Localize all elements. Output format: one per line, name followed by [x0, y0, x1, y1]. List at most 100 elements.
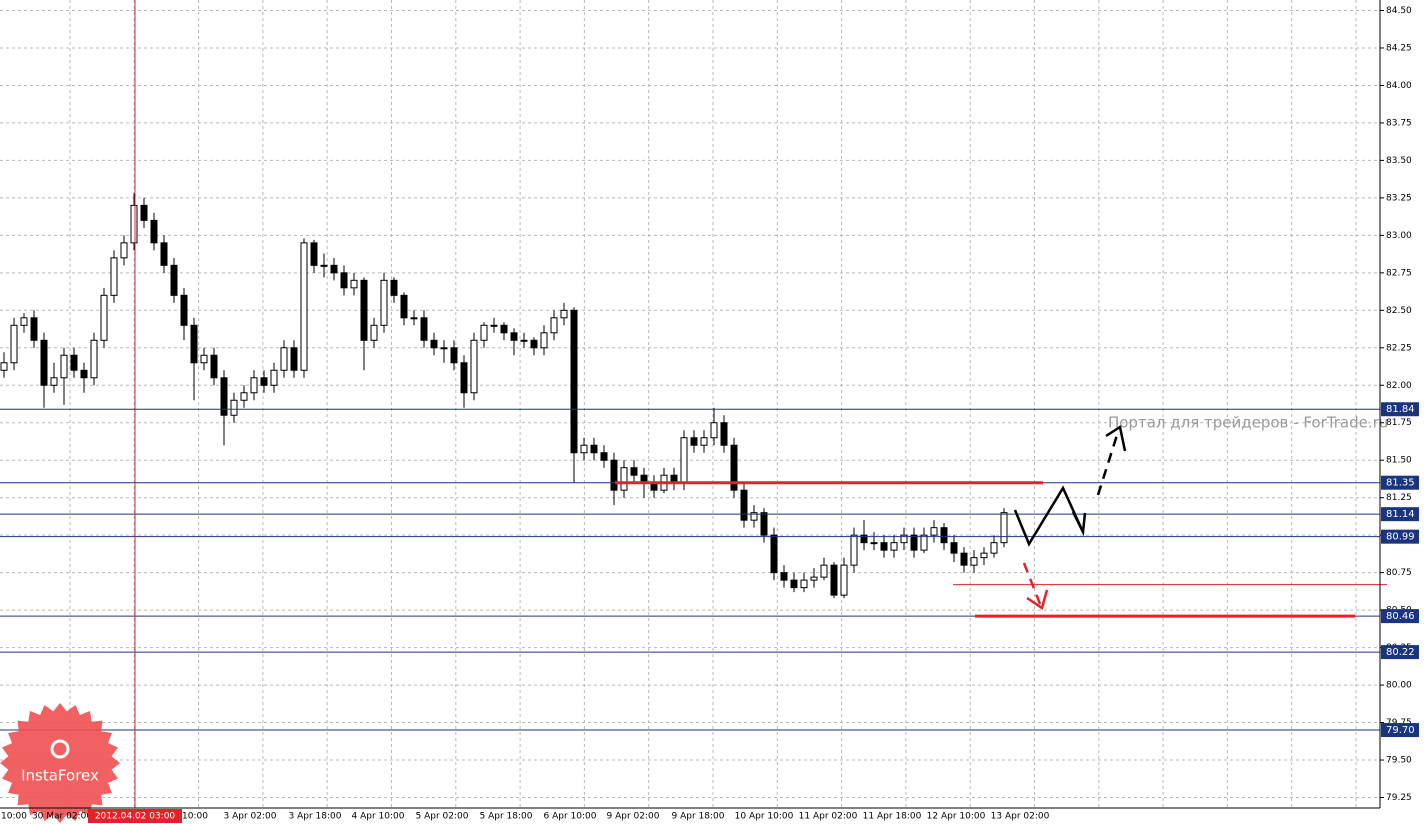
x-tick-label: 5 Apr 18:00 [480, 812, 533, 822]
candle-body [770, 534, 778, 574]
level-label: 81.35 [1386, 478, 1415, 489]
y-tick-label: 79.25 [1386, 793, 1412, 803]
candle-body [890, 542, 898, 551]
candle-body [710, 422, 718, 439]
candle-body [690, 437, 698, 446]
x-tick-label: 11 Apr 18:00 [863, 812, 922, 822]
x-cursor-box [88, 809, 182, 823]
candle-body [0, 362, 8, 371]
x-tick-label: 3 Apr 02:00 [224, 812, 277, 822]
candle-body [370, 324, 378, 341]
candle-body [930, 527, 938, 536]
logo-icon [50, 739, 70, 759]
candle-body [550, 317, 558, 334]
x-tick-label: 5 Apr 02:00 [416, 812, 469, 822]
candle-body [110, 257, 118, 296]
logo-text: InstaForex [21, 767, 99, 785]
y-tick-label: 83.75 [1386, 118, 1412, 128]
level-label: 80.99 [1386, 532, 1415, 543]
candle-body [40, 339, 48, 386]
level-label: 80.22 [1386, 647, 1415, 658]
candle-body [150, 219, 158, 244]
candle-body [10, 324, 18, 364]
y-tick-label: 80.75 [1386, 568, 1412, 578]
candle-body [740, 489, 748, 521]
x-tick-label: 30 Mar 02:00 [32, 812, 92, 822]
candle-body [340, 272, 348, 289]
plot [0, 193, 1387, 731]
x-tick-label: 10 Apr 10:00 [735, 812, 794, 822]
y-tick-label: 83.00 [1386, 231, 1412, 241]
candle-body [510, 332, 518, 341]
y-tick-label: 82.25 [1386, 343, 1412, 353]
x-tick-label: 10:00 [1, 812, 27, 822]
candle-body [590, 444, 598, 454]
candle-body [70, 354, 78, 371]
candle-body [800, 579, 808, 589]
candle-body [760, 512, 768, 536]
candle-body [170, 264, 178, 296]
candle-body [410, 317, 418, 320]
forecast-arrow [1096, 431, 1120, 496]
candle-body [80, 369, 88, 379]
forecast-path [1071, 511, 1087, 537]
candle-body [490, 324, 498, 327]
y-tick-label: 79.50 [1386, 756, 1412, 766]
candle-body [900, 534, 908, 544]
candle-body [520, 339, 528, 342]
y-tick-label: 82.75 [1386, 268, 1412, 278]
candle-body [430, 339, 438, 349]
candle-body [820, 564, 828, 578]
candle-body [630, 467, 638, 476]
candle-body [910, 534, 918, 551]
candle-body [200, 354, 208, 364]
candle-body [880, 542, 888, 551]
forecast-arrowhead [1105, 424, 1127, 452]
candle-body [680, 437, 688, 484]
candle-body [270, 369, 278, 386]
candle-body [830, 564, 838, 596]
candle-body [600, 452, 608, 461]
candle-body [60, 354, 68, 379]
candle-body [470, 339, 478, 394]
level-label: 81.14 [1386, 509, 1415, 520]
candle-body [230, 399, 238, 416]
forecast-arrow-red [1022, 562, 1042, 605]
candle-body [180, 294, 188, 326]
x-tick-label: 11 Apr 02:00 [799, 812, 858, 822]
level-label: 81.84 [1386, 404, 1415, 415]
candle-body [530, 339, 538, 349]
candle-body [120, 242, 128, 259]
x-tick-label: 9 Apr 02:00 [607, 812, 660, 822]
candle-body [990, 542, 998, 554]
y-tick-label: 84.50 [1386, 6, 1412, 16]
candle-body [940, 527, 948, 544]
forecast-path [1013, 485, 1085, 547]
overlay [134, 0, 1127, 808]
candle-body [310, 242, 318, 266]
candle-body [730, 444, 738, 491]
candle-body [30, 317, 38, 341]
candle-body [1000, 512, 1008, 544]
candle-body [580, 444, 588, 454]
candle-body [390, 279, 398, 296]
grid [0, 0, 1380, 808]
watermark: Портал для трейдеров - ForTrade.ru [1108, 414, 1388, 432]
candle-body [700, 437, 708, 446]
candle-body [20, 317, 28, 326]
logo: InstaForex [0, 703, 120, 823]
candle-body [130, 204, 138, 244]
candle-body [210, 354, 218, 379]
y-tick-label: 84.25 [1386, 43, 1412, 53]
candle-body [560, 309, 568, 319]
forecast-arrowhead-red [1026, 589, 1049, 610]
x-tick-label: 4 Apr 10:00 [352, 812, 405, 822]
level-box [1381, 475, 1419, 490]
candle-body [500, 324, 508, 334]
candle-body [440, 347, 448, 350]
candle-body [750, 512, 758, 521]
candle-body [90, 339, 98, 379]
x-tick-label: 3 Apr 18:00 [289, 812, 342, 822]
